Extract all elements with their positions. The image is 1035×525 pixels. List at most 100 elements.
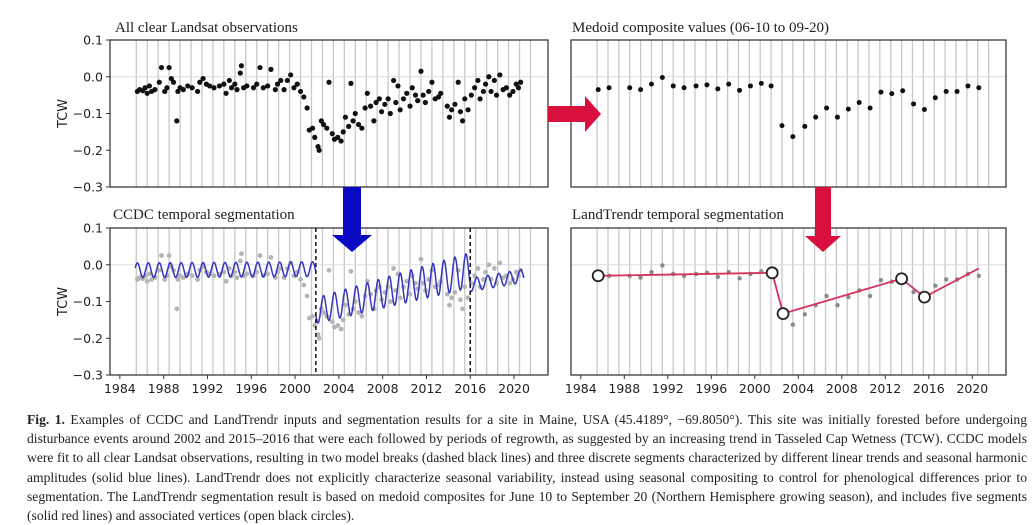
medoid-point (824, 105, 830, 111)
y-tick-label: −0.2 (73, 331, 103, 346)
y-tick-label: −0.2 (73, 143, 103, 158)
background-point (159, 253, 164, 258)
background-point (335, 322, 341, 328)
observation-point (164, 85, 170, 91)
background-point (189, 273, 195, 279)
background-point (458, 297, 463, 303)
observation-point (429, 79, 435, 85)
x-tick-label: 1992 (652, 381, 684, 396)
plot-frame (109, 39, 549, 188)
observation-point (335, 134, 341, 140)
x-tick-label: 1988 (148, 381, 180, 396)
x-tick-label: 1992 (192, 381, 224, 396)
observation-point (457, 109, 463, 115)
observation-point (382, 101, 388, 107)
observation-point (278, 77, 284, 84)
observation-point (146, 83, 153, 89)
background-point (304, 293, 310, 299)
medoid-points (595, 74, 982, 140)
medoid-point (638, 87, 644, 93)
background-point (144, 278, 150, 284)
observation-point (326, 79, 332, 85)
background-point (301, 282, 307, 288)
y-tick-label: −0.3 (73, 180, 103, 195)
observation-point (207, 83, 213, 89)
plot-frame (570, 227, 1007, 376)
background-point (497, 260, 503, 266)
observation-point (415, 98, 421, 104)
x-tick-label: 2008 (826, 381, 858, 396)
background-point (397, 295, 403, 301)
background-point (507, 280, 513, 286)
caption-label: Fig. 1. (27, 412, 65, 427)
observation-point (166, 64, 172, 71)
observation-point (272, 87, 278, 93)
background-point (480, 277, 486, 282)
observation-point (348, 80, 354, 86)
background-point (444, 291, 450, 297)
observation-point (237, 70, 243, 76)
observation-point (284, 77, 290, 84)
ccdc-segment-3-line (469, 268, 525, 293)
background-point (404, 278, 410, 284)
observation-point (510, 88, 516, 95)
x-tick-label: 2012 (869, 381, 901, 396)
x-tick-label: 1996 (695, 381, 727, 396)
medoid-point (747, 83, 753, 89)
observation-point (288, 72, 294, 78)
background-point (329, 319, 335, 325)
observation-point (412, 92, 419, 98)
background-point (449, 295, 455, 301)
observation-point (373, 99, 379, 106)
background-point (976, 273, 982, 278)
observation-point (385, 96, 391, 102)
observation-point (462, 96, 468, 102)
observation-point (144, 90, 150, 96)
background-point (407, 291, 413, 297)
background-point (465, 295, 471, 301)
background-point (257, 253, 263, 258)
observation-point (475, 77, 481, 84)
medoid-point (758, 80, 764, 86)
background-point (835, 302, 840, 308)
background-point (911, 289, 916, 295)
observation-point (221, 81, 227, 87)
observation-point (350, 118, 356, 124)
medoid-point (878, 89, 884, 95)
background-point (447, 302, 452, 308)
background-point (364, 278, 370, 284)
observation-point (274, 81, 281, 87)
background-point (491, 266, 497, 271)
observation-point (426, 88, 432, 95)
medoid-point (606, 85, 612, 91)
observation-point (515, 85, 522, 91)
background-point (180, 275, 186, 281)
observation-point (338, 138, 344, 144)
background-point (195, 277, 201, 282)
medoid-point (693, 83, 699, 89)
medoid-point (889, 91, 895, 97)
observation-point (297, 88, 304, 95)
x-tick-label: 2008 (367, 381, 399, 396)
y-axis-label: TCW (56, 99, 71, 129)
observation-point (518, 79, 524, 85)
observation-point (346, 123, 352, 129)
background-point (878, 277, 884, 283)
x-tick-label: 1984 (565, 381, 597, 396)
medoid-point (802, 123, 808, 129)
vertex-circle (591, 269, 605, 283)
medoid-point (768, 83, 774, 89)
observation-point (422, 99, 428, 106)
observation-point (371, 118, 377, 124)
plot-frame (570, 39, 1007, 188)
vertex-circle (765, 266, 779, 280)
observation-point (228, 85, 235, 91)
observation-point (342, 114, 349, 120)
caption-text: Examples of CCDC and LandTrendr inputs a… (27, 412, 1028, 524)
medoid-point (790, 134, 796, 140)
background-point (340, 317, 346, 323)
observation-point (195, 88, 201, 95)
y-tick-label: 0.1 (83, 221, 103, 236)
observation-point (174, 118, 180, 124)
background-point (943, 277, 949, 282)
